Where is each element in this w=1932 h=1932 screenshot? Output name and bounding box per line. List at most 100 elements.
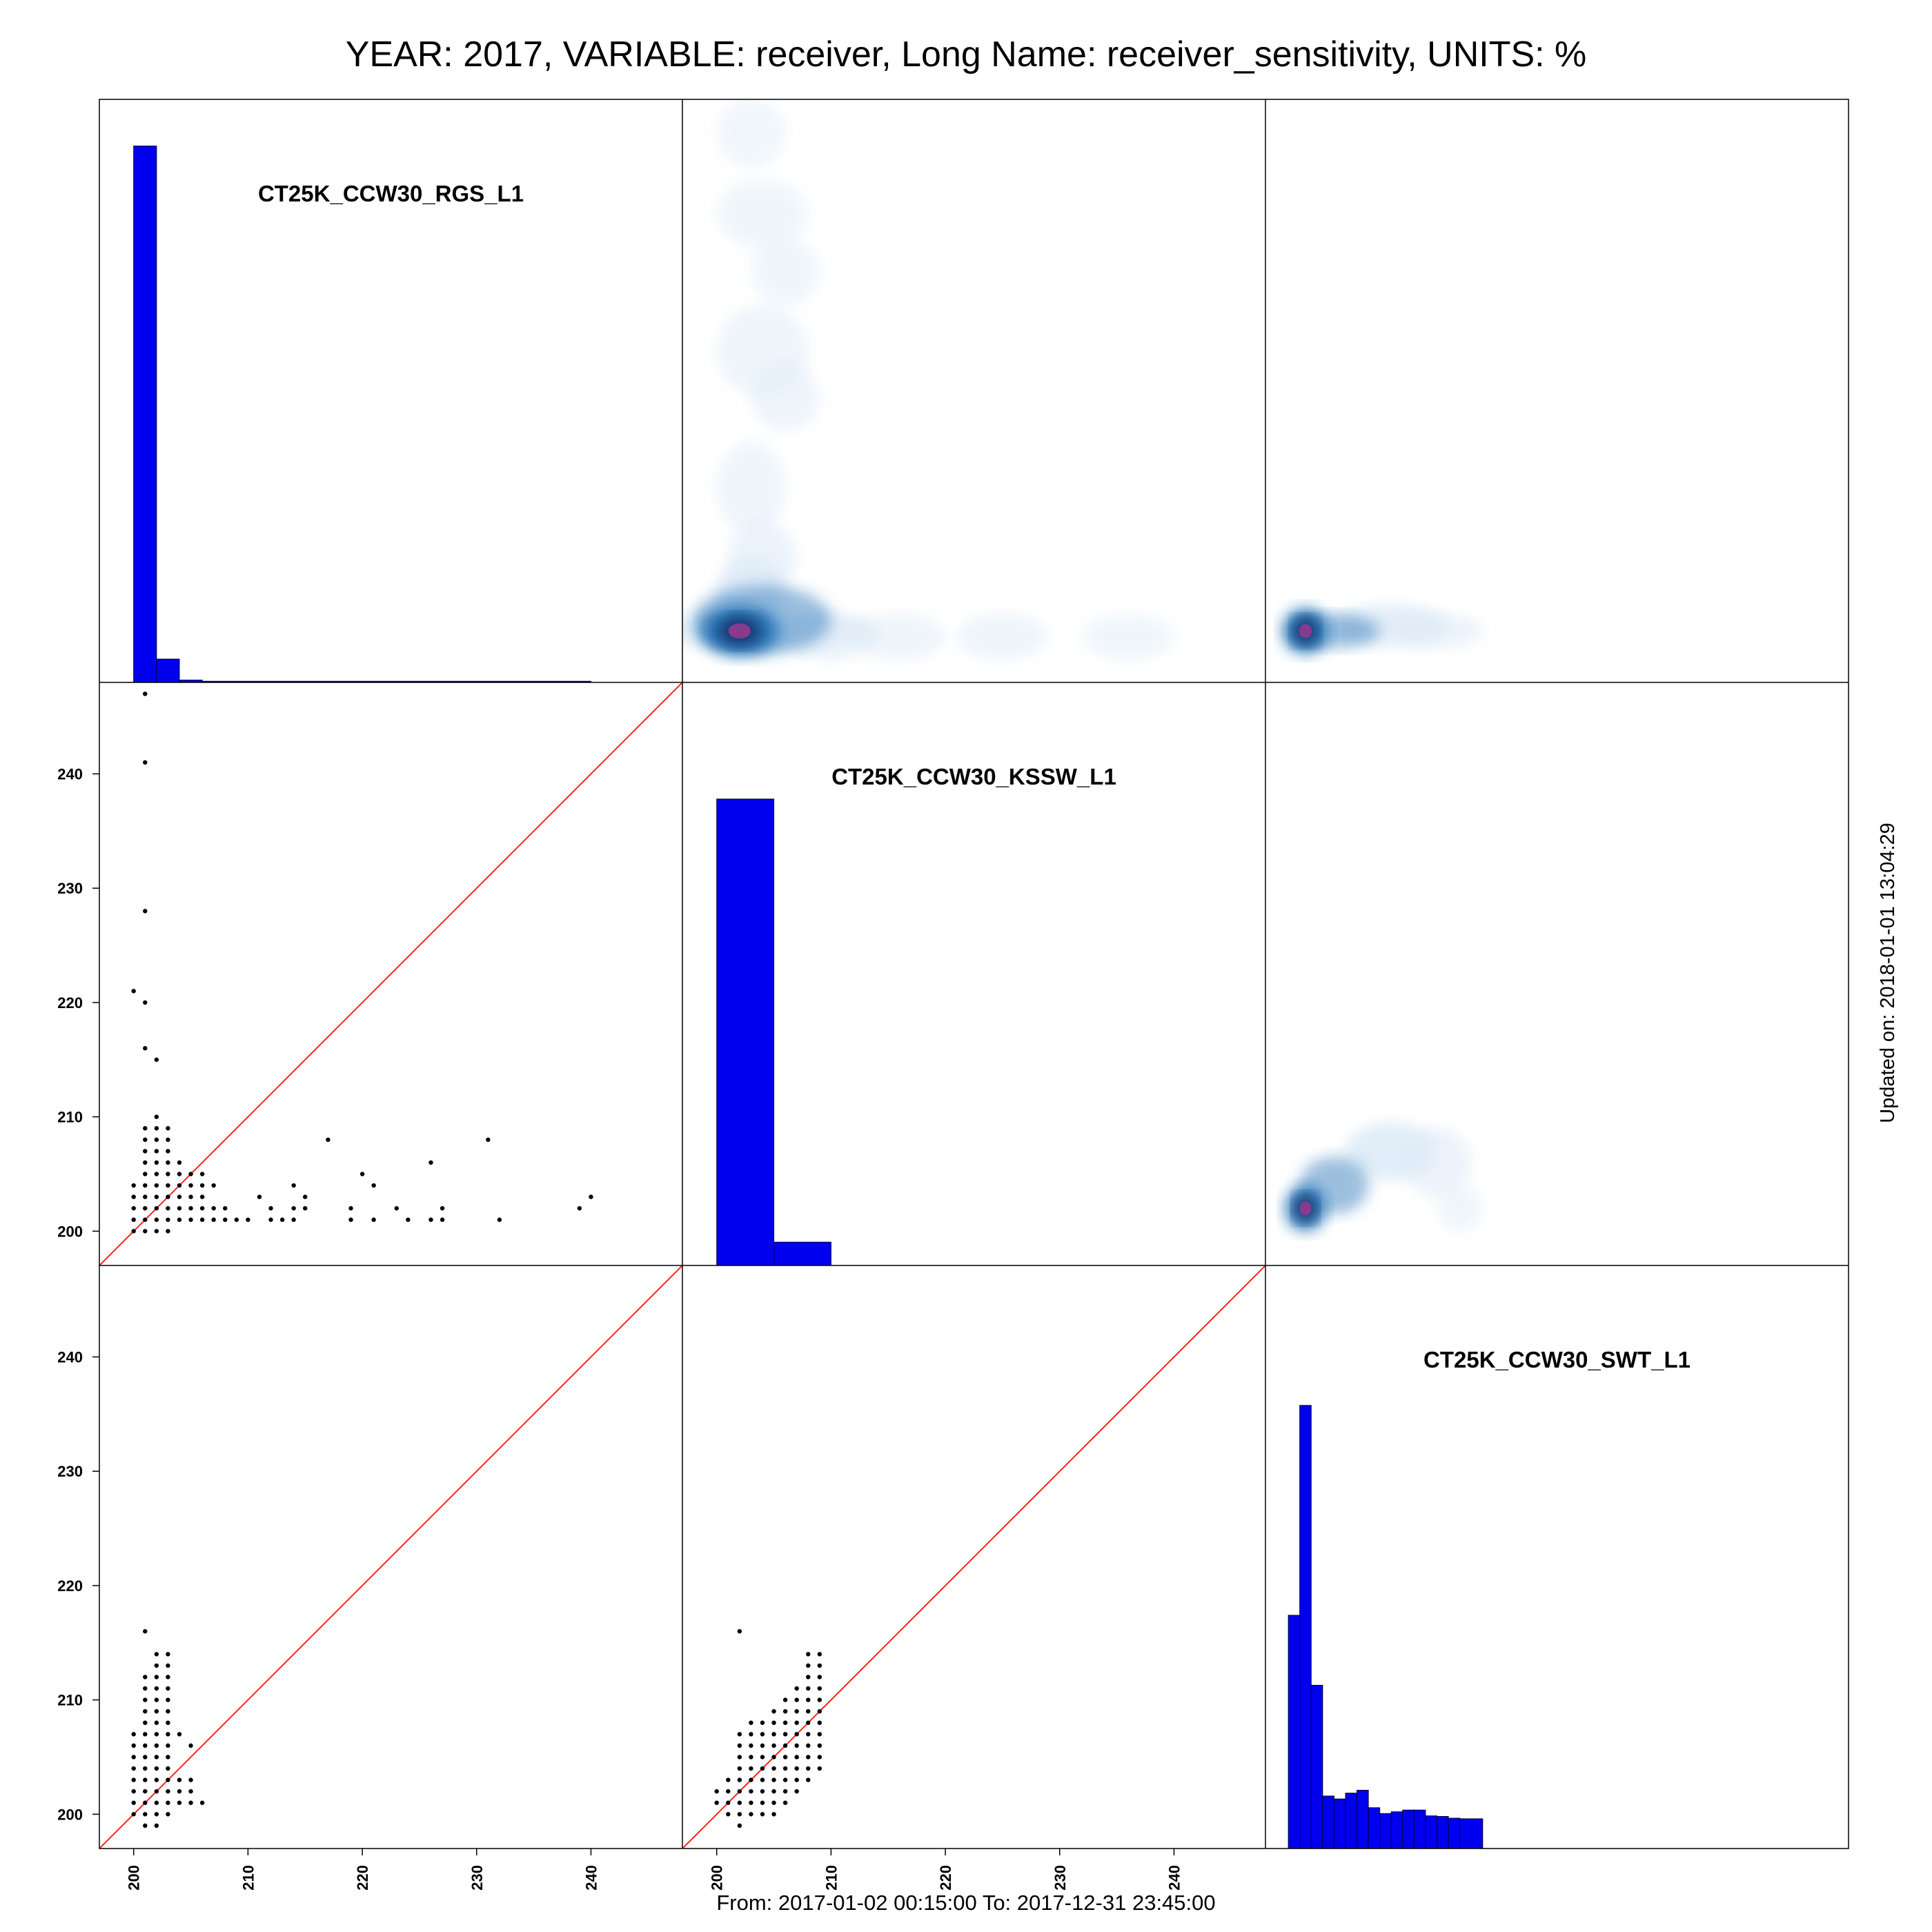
data-point: [806, 1777, 811, 1782]
data-point: [143, 1823, 148, 1828]
data-point: [143, 1755, 148, 1759]
data-point: [771, 1766, 776, 1771]
data-point: [143, 1720, 148, 1725]
data-point: [166, 1217, 170, 1222]
histogram-bar: [1437, 1816, 1449, 1849]
data-point: [211, 1183, 216, 1188]
data-point: [131, 1194, 136, 1199]
data-point: [234, 1217, 239, 1222]
data-point: [154, 1172, 159, 1176]
data-point: [326, 1137, 331, 1142]
data-point: [291, 1183, 296, 1188]
data-point: [771, 1720, 776, 1725]
data-point: [303, 1194, 308, 1199]
data-point: [199, 1194, 205, 1199]
data-point: [177, 1172, 182, 1176]
density-blob: [854, 613, 946, 660]
data-point: [166, 1675, 170, 1679]
axes-layer: 200 210 220 230 240 200 210 220 230 240 200 210 220 2…: [57, 766, 1183, 1891]
density-CT25K_CCW30_SWT_L1-vs-CT25K_CCW30_KSSW_L1: [1285, 1122, 1483, 1232]
updated-on-label: Updated on: 2018-01-01 13:04:29: [1877, 822, 1899, 1123]
data-point: [794, 1788, 799, 1794]
data-point: [131, 1766, 136, 1771]
data-point: [166, 1205, 170, 1211]
data-point: [154, 1229, 159, 1234]
data-point: [794, 1755, 799, 1759]
data-point: [782, 1732, 788, 1737]
data-point: [760, 1800, 765, 1805]
histogram-bar: [156, 658, 180, 682]
identity-line: [99, 1265, 682, 1849]
data-point: [771, 1708, 776, 1714]
data-point: [177, 1217, 182, 1222]
data-point: [143, 1000, 148, 1005]
y-tick-label: 200: [57, 1806, 83, 1823]
data-point: [714, 1800, 719, 1805]
data-point: [177, 1800, 182, 1805]
identity-line: [99, 682, 682, 1265]
y-tick-label: 200: [57, 1223, 83, 1240]
data-point: [166, 1708, 170, 1714]
histogram-bar: [1459, 1818, 1483, 1849]
data-point: [177, 1194, 182, 1199]
matrix-border: [99, 99, 1849, 1849]
data-point: [166, 1686, 170, 1691]
data-point: [188, 1777, 193, 1782]
data-point: [143, 1183, 148, 1188]
data-point: [154, 1675, 159, 1679]
data-point: [817, 1732, 822, 1737]
data-point: [143, 1045, 148, 1051]
histogram-bar: [1322, 1795, 1334, 1849]
data-point: [794, 1708, 799, 1714]
data-point: [166, 1183, 170, 1188]
data-point: [143, 1732, 148, 1737]
data-point: [771, 1777, 776, 1782]
data-point: [154, 1697, 159, 1702]
data-point: [737, 1755, 742, 1759]
data-point: [737, 1743, 742, 1748]
y-tick-label: 240: [57, 1349, 83, 1366]
data-point: [817, 1652, 822, 1657]
data-point: [806, 1720, 811, 1725]
data-point: [806, 1743, 811, 1748]
y-tick-label: 220: [57, 994, 83, 1012]
density-blob: [1082, 613, 1174, 660]
data-point: [154, 1057, 159, 1062]
data-point: [348, 1217, 353, 1222]
panels-layer: CT25K_CCW30_RGS_L1 CT25K_CCW30_KSSW_L1 CT2…: [99, 99, 1690, 1849]
data-point: [154, 1743, 159, 1748]
data-point: [486, 1137, 491, 1142]
data-point: [143, 1229, 148, 1234]
data-point: [806, 1732, 811, 1737]
data-point: [749, 1788, 753, 1794]
data-point: [817, 1663, 822, 1668]
scatter-CT25K_CCW30_RGS_L1-vs-CT25K_CCW30_KSSW_L1: [99, 682, 682, 1265]
histogram-CT25K_CCW30_RGS_L1: CT25K_CCW30_RGS_L1: [133, 146, 591, 682]
data-point: [782, 1708, 788, 1714]
data-point: [166, 1697, 170, 1702]
data-point: [199, 1205, 205, 1211]
data-point: [760, 1732, 765, 1737]
data-point: [188, 1800, 193, 1805]
data-point: [143, 1777, 148, 1782]
data-point: [737, 1812, 742, 1817]
data-point: [154, 1788, 159, 1794]
data-point: [359, 1172, 365, 1176]
x-tick-label: 230: [1052, 1865, 1069, 1891]
data-point: [154, 1686, 159, 1691]
data-point: [348, 1205, 353, 1211]
data-point: [737, 1628, 742, 1634]
data-point: [143, 1628, 148, 1634]
density-blob: [751, 236, 820, 306]
data-point: [166, 1125, 170, 1131]
data-point: [737, 1788, 742, 1794]
data-point: [143, 1743, 148, 1748]
x-tick-label: 200: [709, 1865, 726, 1891]
data-point: [177, 1777, 182, 1782]
density-blob: [716, 179, 809, 248]
data-point: [131, 1788, 136, 1794]
data-point: [154, 1720, 159, 1725]
data-point: [166, 1663, 170, 1668]
data-point: [749, 1743, 753, 1748]
